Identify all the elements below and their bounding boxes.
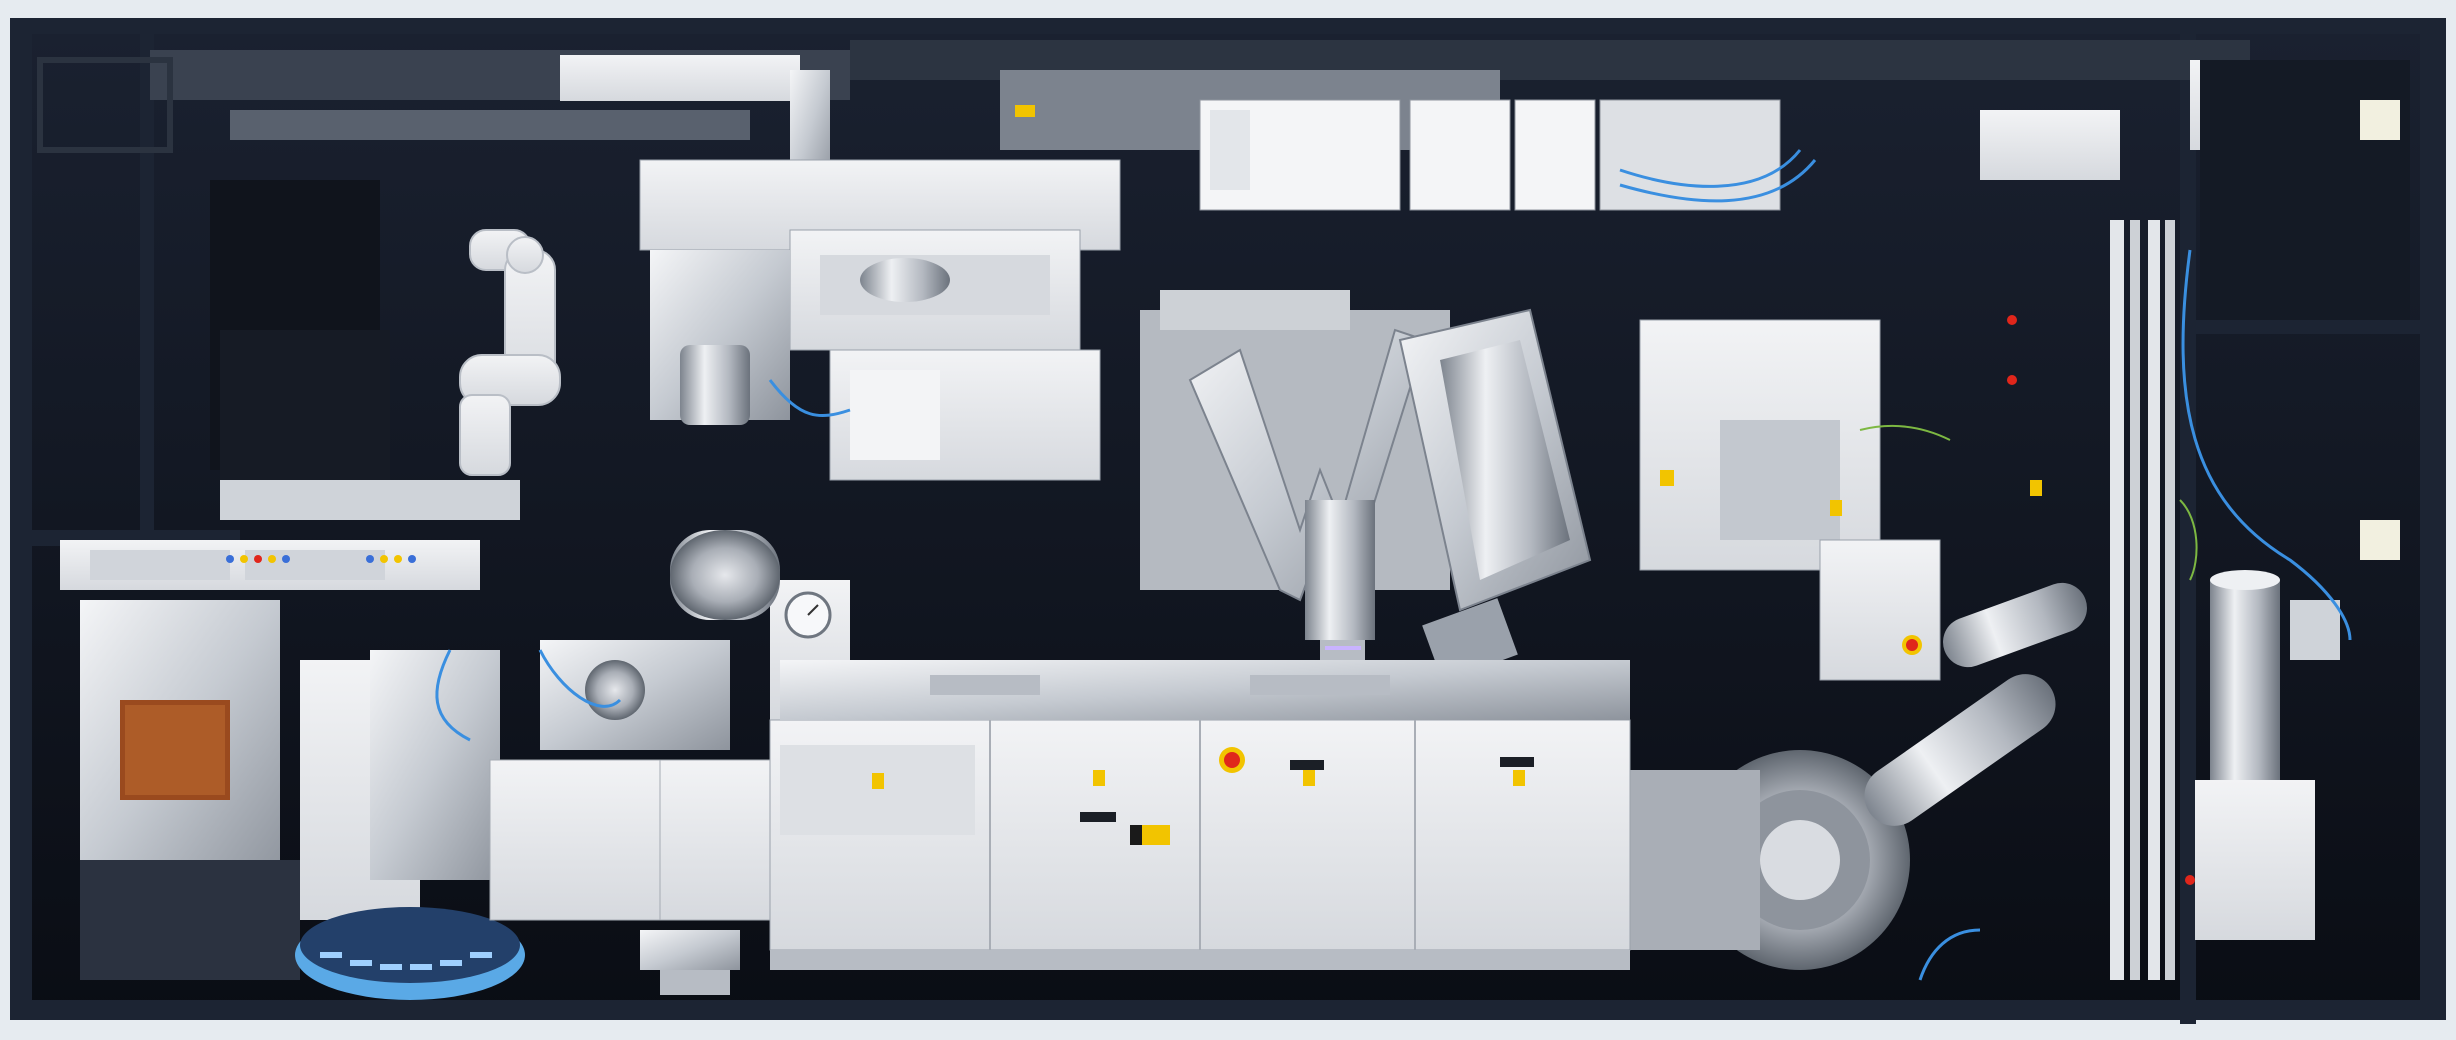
wafer-handler-units bbox=[489, 640, 771, 995]
indicator-lights bbox=[226, 555, 416, 563]
robot-arm bbox=[459, 229, 561, 476]
wafer-stage-cabinet bbox=[769, 660, 1631, 970]
illuminator bbox=[1398, 308, 1592, 682]
right-back-panels bbox=[2200, 60, 2410, 560]
reticle-stage-assembly bbox=[639, 159, 1121, 481]
reticle-handler-module bbox=[80, 600, 500, 980]
euv-source-chamber bbox=[1630, 319, 2087, 970]
warning-labels bbox=[872, 105, 2042, 845]
wiring bbox=[1859, 424, 2198, 581]
left-cabinet bbox=[37, 57, 520, 590]
ceiling-ducts bbox=[150, 40, 2250, 190]
projection-optics bbox=[1140, 290, 1450, 680]
outer-frame bbox=[10, 18, 2446, 1024]
panel-plates bbox=[1080, 757, 1534, 822]
emergency-stop bbox=[1219, 747, 1245, 773]
vacuum-cylinder bbox=[670, 530, 780, 620]
valves bbox=[2007, 315, 2195, 885]
right-pipe-columns bbox=[2110, 220, 2340, 980]
wafer-carousel bbox=[295, 907, 525, 1000]
blue-cables bbox=[435, 149, 2352, 981]
